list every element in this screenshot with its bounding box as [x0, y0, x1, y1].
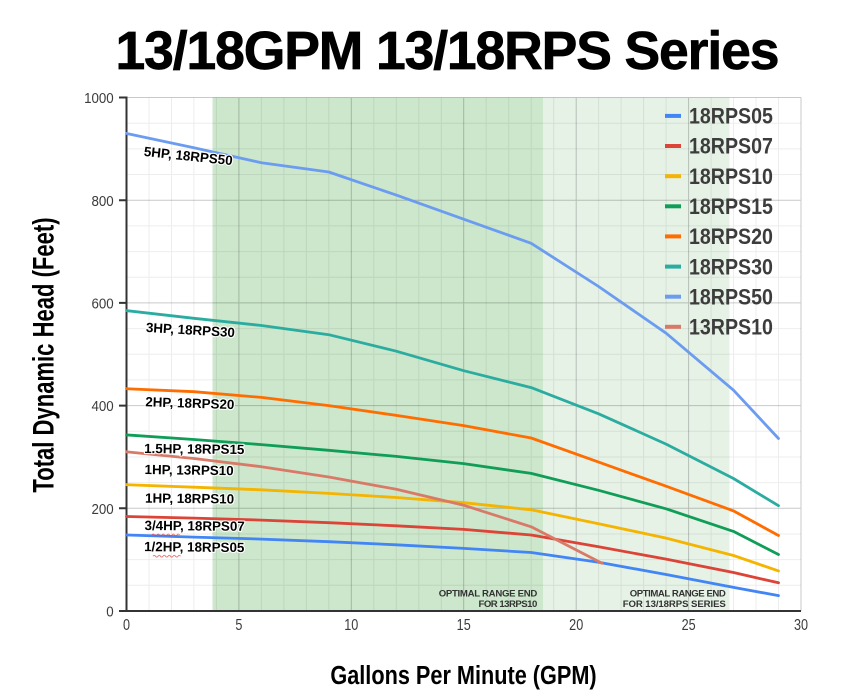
svg-text:1HP, 13RPS10: 1HP, 13RPS10 [144, 462, 233, 478]
svg-text:FOR 13/18RPS SERIES: FOR 13/18RPS SERIES [623, 599, 727, 610]
svg-text:30: 30 [794, 617, 808, 635]
svg-text:18RPS50: 18RPS50 [689, 285, 773, 309]
svg-text:18RPS30: 18RPS30 [689, 255, 773, 279]
svg-text:2HP, 18RPS20: 2HP, 18RPS20 [145, 394, 235, 412]
svg-text:1000: 1000 [84, 89, 114, 106]
svg-text:1/2HP, 18RPS05: 1/2HP, 18RPS05 [144, 539, 245, 555]
svg-text:200: 200 [91, 500, 113, 517]
svg-text:0: 0 [106, 603, 114, 620]
svg-text:1.5HP, 18RPS15: 1.5HP, 18RPS15 [144, 441, 245, 457]
svg-text:600: 600 [91, 295, 113, 312]
svg-text:0: 0 [123, 617, 130, 635]
svg-text:1HP, 18RPS10: 1HP, 18RPS10 [145, 491, 234, 507]
svg-text:10: 10 [344, 617, 358, 635]
svg-text:18RPS07: 18RPS07 [689, 135, 773, 159]
svg-text:18RPS10: 18RPS10 [689, 165, 773, 189]
svg-text:25: 25 [682, 617, 696, 635]
svg-text:Total Dynamic Head (Feet): Total Dynamic Head (Feet) [26, 217, 60, 492]
svg-text:800: 800 [91, 192, 113, 209]
svg-text:3/4HP, 18RPS07: 3/4HP, 18RPS07 [144, 518, 244, 534]
svg-text:FOR 13RPS10: FOR 13RPS10 [479, 599, 538, 610]
svg-text:13/18GPM 13/18RPS Series: 13/18GPM 13/18RPS Series [116, 22, 780, 81]
svg-text:18RPS05: 18RPS05 [689, 105, 773, 129]
svg-text:1HP, 13RPS10: 1HP, 13RPS10 [144, 462, 233, 478]
svg-text:OPTIMAL RANGE END: OPTIMAL RANGE END [630, 589, 726, 600]
svg-text:15: 15 [457, 617, 471, 635]
svg-text:20: 20 [569, 617, 583, 635]
svg-text:1.5HP, 18RPS15: 1.5HP, 18RPS15 [144, 441, 245, 457]
svg-text:18RPS20: 18RPS20 [689, 225, 773, 249]
svg-text:3HP, 18RPS30: 3HP, 18RPS30 [146, 320, 236, 340]
svg-text:18RPS15: 18RPS15 [689, 195, 773, 219]
svg-text:400: 400 [91, 398, 113, 415]
svg-text:2HP, 18RPS20: 2HP, 18RPS20 [145, 394, 235, 412]
svg-text:OPTIMAL RANGE END: OPTIMAL RANGE END [439, 589, 538, 600]
svg-text:Gallons Per Minute (GPM): Gallons Per Minute (GPM) [330, 661, 596, 690]
svg-text:5: 5 [235, 617, 242, 635]
svg-text:1HP, 18RPS10: 1HP, 18RPS10 [145, 491, 234, 507]
svg-text:1/2HP, 18RPS05: 1/2HP, 18RPS05 [144, 539, 245, 555]
svg-text:13RPS10: 13RPS10 [689, 316, 773, 340]
svg-text:3/4HP, 18RPS07: 3/4HP, 18RPS07 [144, 518, 244, 534]
svg-text:3HP, 18RPS30: 3HP, 18RPS30 [146, 320, 236, 340]
